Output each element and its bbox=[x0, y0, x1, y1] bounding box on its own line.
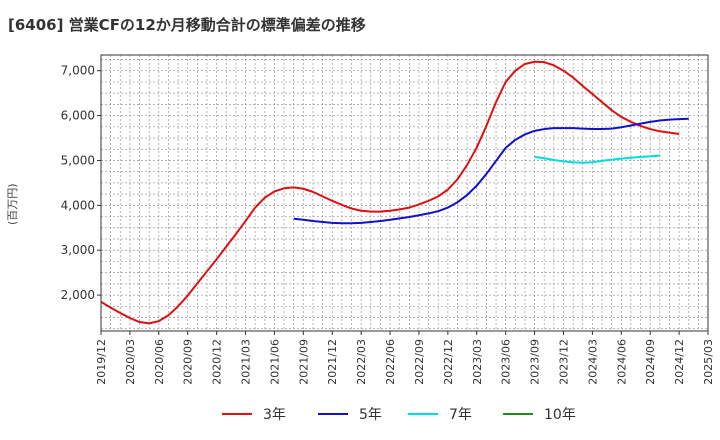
x-tick-label: 2023/03 bbox=[471, 339, 484, 385]
y-tick-label: 7,000 bbox=[61, 64, 95, 78]
series-lines bbox=[100, 60, 689, 325]
legend-label: 10年 bbox=[544, 407, 576, 423]
y-tick-label: 5,000 bbox=[61, 153, 95, 167]
x-tick-label: 2021/06 bbox=[268, 339, 281, 385]
legend: 3年 5年 7年 10年 bbox=[222, 407, 576, 423]
x-tick-label: 2021/12 bbox=[326, 339, 339, 385]
legend-label: 5年 bbox=[359, 407, 382, 423]
x-tick-label: 2020/09 bbox=[182, 339, 195, 385]
x-tick-label: 2023/12 bbox=[557, 339, 570, 385]
x-tick-label: 2021/03 bbox=[240, 339, 253, 385]
x-tick-label: 2024/06 bbox=[615, 339, 628, 385]
grid-lines bbox=[101, 55, 708, 331]
x-tick-label: 2022/09 bbox=[413, 339, 426, 385]
legend-label: 3年 bbox=[263, 407, 286, 423]
y-tick-label: 4,000 bbox=[61, 198, 95, 212]
x-tick-label: 2020/03 bbox=[124, 339, 137, 385]
plot-area bbox=[101, 55, 708, 331]
x-tick-label: 2024/09 bbox=[644, 339, 657, 385]
x-tick-label: 2023/09 bbox=[529, 339, 542, 385]
x-tick-label: 2021/09 bbox=[297, 339, 310, 385]
legend-label: 7年 bbox=[449, 407, 472, 423]
x-tick-label: 2022/12 bbox=[442, 339, 455, 385]
plot-frame bbox=[100, 54, 709, 332]
x-tick-label: 2019/12 bbox=[95, 339, 108, 385]
x-tick-label: 2025/03 bbox=[702, 339, 715, 385]
axes: 2,000 3,000 4,000 5,000 6,000 7,000 2019/12 202… bbox=[61, 54, 715, 385]
series-line-7年 bbox=[534, 154, 660, 164]
series-line-5年 bbox=[293, 117, 689, 225]
x-tick-label: 2023/06 bbox=[500, 339, 513, 385]
x-tick-label: 2024/12 bbox=[673, 339, 686, 385]
x-tick-label: 2024/03 bbox=[586, 339, 599, 385]
series-line-3年 bbox=[100, 60, 680, 325]
y-tick-label: 3,000 bbox=[61, 243, 95, 257]
x-tick-label: 2022/03 bbox=[355, 339, 368, 385]
x-tick-label: 2020/12 bbox=[211, 339, 224, 385]
x-tick-label: 2020/06 bbox=[153, 339, 166, 385]
chart-title: [6406] 営業CFの12か月移動合計の標準偏差の推移 bbox=[8, 16, 366, 34]
y-tick-label: 2,000 bbox=[61, 288, 95, 302]
y-tick-label: 6,000 bbox=[61, 109, 95, 123]
x-tick-label: 2022/06 bbox=[384, 339, 397, 385]
